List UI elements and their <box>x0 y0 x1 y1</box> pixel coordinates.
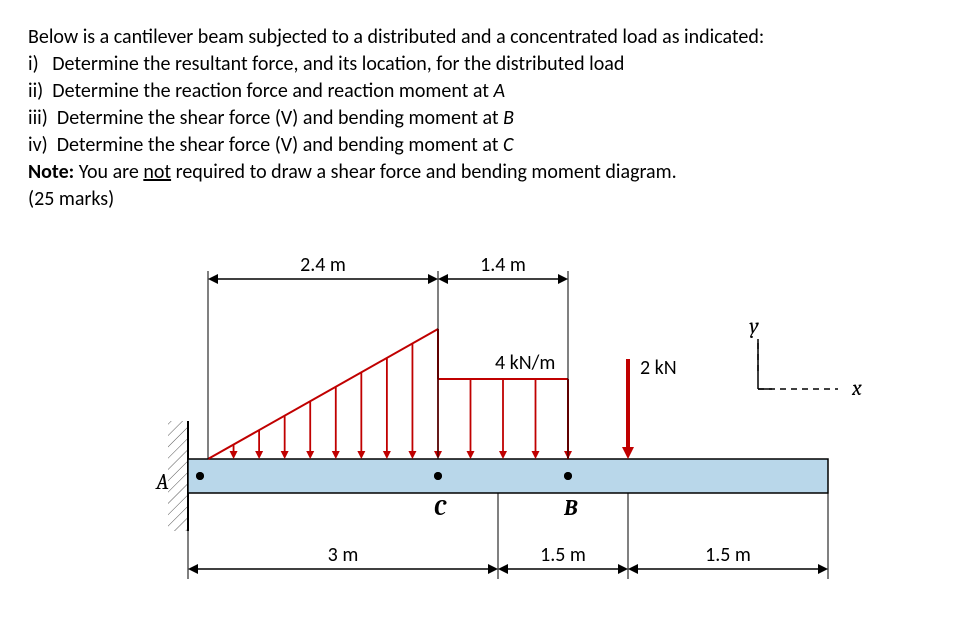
svg-text:3 m: 3 m <box>328 543 359 567</box>
beam-diagram: 4 kN/m 2 kN 2.4 m 1.4 m 3 m 1.5 m 1.5 m A C By x <box>128 249 888 609</box>
svg-text:B: B <box>563 495 578 521</box>
svg-text:4 kN/m: 4 kN/m <box>495 351 555 375</box>
svg-text:y: y <box>749 313 759 339</box>
svg-text:C: C <box>434 495 447 521</box>
svg-text:2 kN: 2 kN <box>640 356 677 380</box>
problem-text: Below is a cantilever beam subjected to … <box>28 24 940 213</box>
marks-line: (25 marks) <box>28 186 940 213</box>
svg-text:x: x <box>851 375 862 401</box>
item-3: iii) Determine the shear force (V) and b… <box>28 105 940 132</box>
intro-line: Below is a cantilever beam subjected to … <box>28 24 940 51</box>
item-4: iv) Determine the shear force (V) and be… <box>28 132 940 159</box>
svg-text:A: A <box>155 469 169 495</box>
svg-text:1.4 m: 1.4 m <box>480 253 526 277</box>
item-1: i) Determine the resultant force, and it… <box>28 51 940 78</box>
item-2: ii) Determine the reaction force and rea… <box>28 78 940 105</box>
svg-text:2.4 m: 2.4 m <box>300 253 346 277</box>
note-line: Note: You are not required to draw a she… <box>28 159 940 186</box>
svg-text:1.5 m: 1.5 m <box>705 543 751 567</box>
svg-text:1.5 m: 1.5 m <box>540 543 586 567</box>
